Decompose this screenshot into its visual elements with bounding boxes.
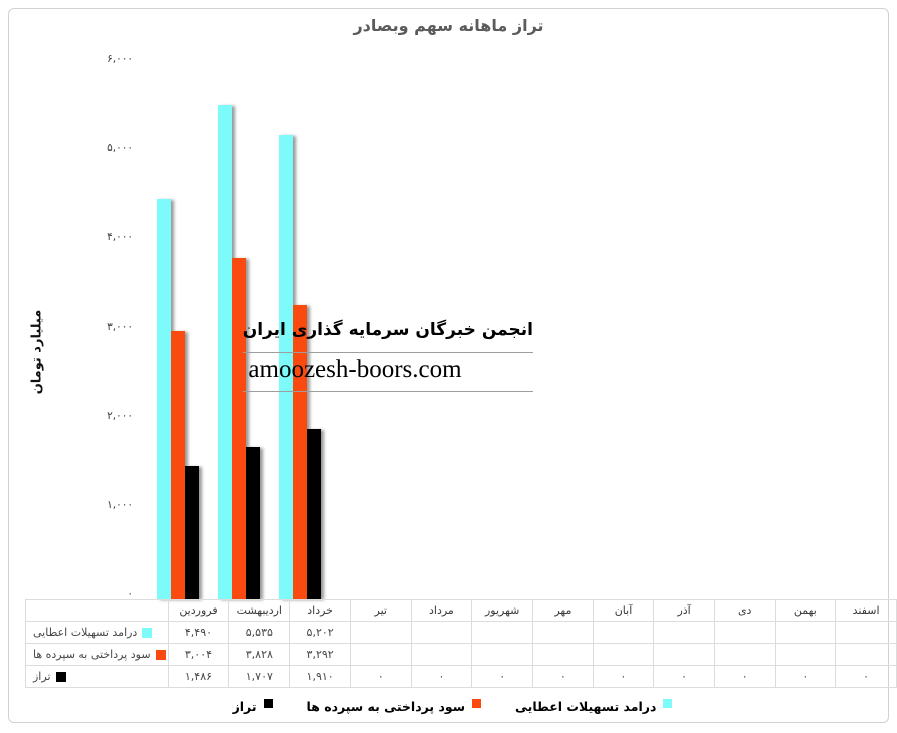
legend-item-balance[interactable]: تراز [233,699,273,714]
y-axis-tick-label: ۰ [127,588,133,600]
series-name-label: درامد تسهیلات اعطایی [33,626,138,639]
legend-swatch-deposit-interest [472,699,481,708]
month-header: اسفند [835,599,897,622]
bar-balance-3[interactable] [307,428,321,599]
value-cell: ۵,۲۰۲ [289,621,351,644]
month-header: بهمن [774,599,837,622]
month-header: خرداد [289,599,351,622]
table-corner-cell [25,599,169,622]
value-cell: ۰ [713,665,776,688]
series-swatch-facilities-income [142,627,153,638]
value-cell: ۴,۴۹۰ [167,621,230,644]
value-cell: ۳,۲۹۲ [289,643,351,666]
y-axis-tick-label: ۳,۰۰۰ [107,320,133,333]
legend-label: درامد تسهیلات اعطایی [515,698,657,714]
value-cell: ۰ [471,665,534,688]
month-header: دی [713,599,776,622]
legend-label: سود پرداختی به سپرده ها [306,698,465,714]
value-cell: ۱,۴۸۶ [167,665,230,688]
y-axis-tick-label: ۵,۰۰۰ [107,142,133,155]
watermark-text-fa: انجمن خبرگان سرمایه گذاری ایران [242,320,533,340]
month-header: آبان [592,599,655,622]
value-cell [774,643,837,666]
month-header: اردیبهشت [228,599,291,622]
value-cell [532,643,594,666]
table-row-balance: تراز ۱,۴۸۶ ۱,۷۰۷ ۱,۹۱۰ ۰ ۰ ۰ ۰ ۰ ۰ ۰ ۰ ۰ [25,665,897,688]
table-row-facilities-income: درامد تسهیلات اعطایی ۴,۴۹۰ ۵,۵۳۵ ۵,۲۰۲ [25,621,897,644]
legend-item-facilities-income[interactable]: درامد تسهیلات اعطایی [515,698,673,714]
series-name-label: تراز [33,670,51,683]
month-header: مهر [532,599,594,622]
value-cell [349,621,412,644]
value-cell: ۰ [532,665,594,688]
series-swatch-deposit-interest [155,649,166,660]
bar-deposit-interest-1[interactable] [171,331,185,599]
chart-legend: تراز سود پرداختی به سپرده ها درامد تسهیلات… [25,696,880,716]
value-cell [713,643,776,666]
bar-deposit-interest-3[interactable] [293,305,307,599]
watermark-url: amoozesh-boors.com [248,356,462,383]
value-cell: ۰ [774,665,837,688]
bar-balance-1[interactable] [185,466,199,599]
data-table: فروردین اردیبهشت خرداد تیر مرداد شهریور مهر آبا… [25,599,897,688]
month-header: مرداد [410,599,473,622]
value-cell: ۳,۸۲۸ [228,643,291,666]
value-cell [653,643,715,666]
month-header: تیر [349,599,412,622]
value-cell: ۵,۵۳۵ [228,621,291,644]
watermark-divider-bottom [243,391,533,392]
legend-label: تراز [232,698,257,714]
value-cell [532,621,594,644]
month-header: شهریور [471,599,534,622]
bar-balance-2[interactable] [246,446,260,599]
value-cell [471,643,534,666]
value-cell [410,643,473,666]
value-cell: ۱,۷۰۷ [228,665,291,688]
value-cell [653,621,715,644]
watermark-divider-top [243,352,533,353]
value-cell [410,621,473,644]
chart-title: تراز ماهانه سهم وبصادر [353,16,544,35]
value-cell [713,621,776,644]
value-cell [835,621,897,644]
value-cell: ۰ [835,665,897,688]
legend-swatch-facilities-income [663,699,673,708]
value-cell [349,643,412,666]
y-axis-tick-label: ۱,۰۰۰ [107,498,133,511]
legend-swatch-balance [263,699,273,708]
y-axis-tick-label: ۶,۰۰۰ [107,53,133,65]
value-cell: ۰ [653,665,715,688]
month-header: فروردین [167,599,230,622]
bar-facilities-income-2[interactable] [218,105,232,599]
legend-item-deposit-interest[interactable]: سود پرداختی به سپرده ها [307,699,481,714]
value-cell [592,643,655,666]
value-cell [592,621,655,644]
bar-facilities-income-3[interactable] [279,135,293,599]
series-name-label: سود پرداختی به سپرده ها [33,648,151,661]
value-cell: ۰ [592,665,655,688]
value-cell: ۳,۰۰۴ [167,643,230,666]
value-cell [835,643,897,666]
bar-deposit-interest-2[interactable] [232,257,246,599]
value-cell: ۰ [410,665,473,688]
series-swatch-balance [55,671,66,682]
value-cell: ۱,۹۱۰ [289,665,351,688]
y-axis-tick-label: ۲,۰۰۰ [107,409,133,422]
bar-facilities-income-1[interactable] [157,198,171,599]
month-header: آذر [653,599,715,622]
table-row-deposit-interest: سود پرداختی به سپرده ها ۳,۰۰۴ ۳,۸۲۸ ۳,۲۹۲ [25,643,897,666]
value-cell [471,621,534,644]
y-axis-tick-label: ۴,۰۰۰ [107,231,133,244]
value-cell: ۰ [349,665,412,688]
value-cell [774,621,837,644]
